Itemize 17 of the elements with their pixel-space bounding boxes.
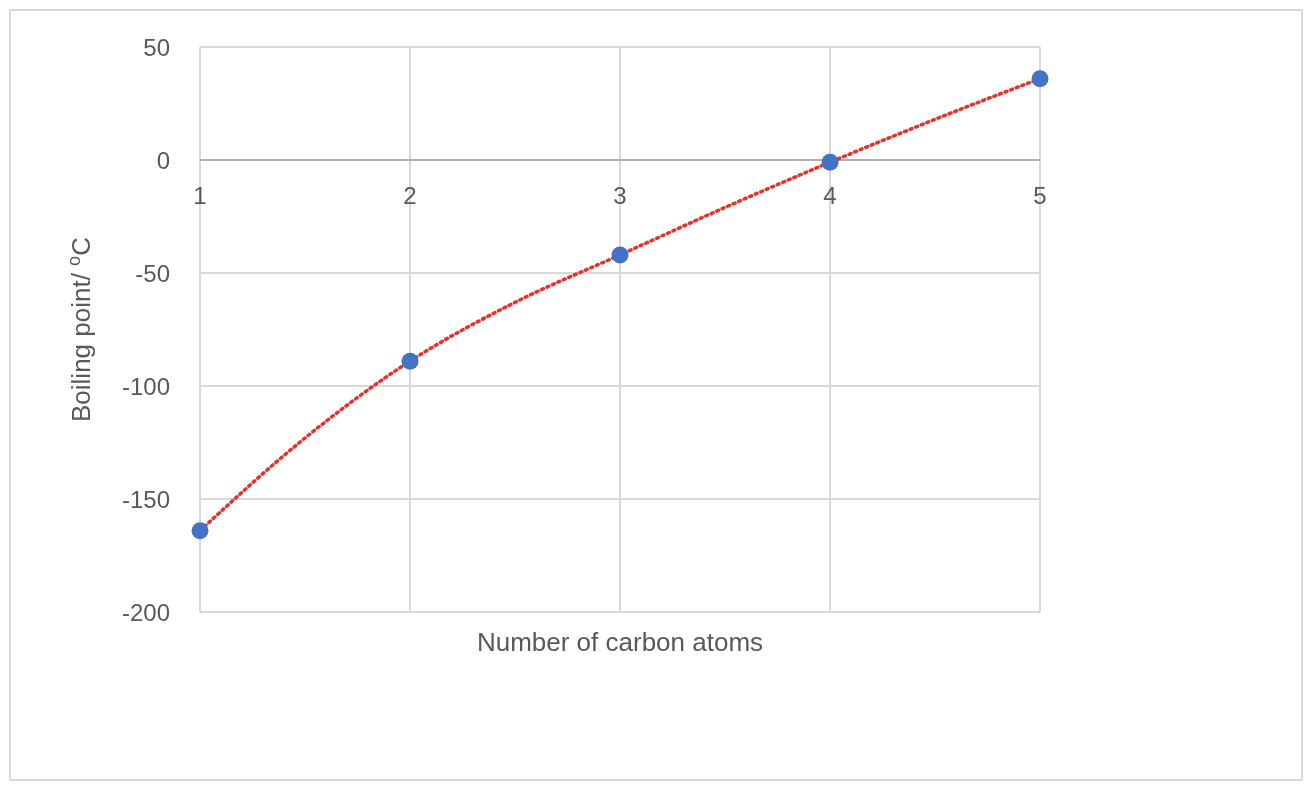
y-tick-label: 0 <box>156 146 170 174</box>
point <box>611 246 629 264</box>
y-tick-label: -50 <box>135 259 170 287</box>
x-tick-label: 4 <box>823 182 837 209</box>
x-tick-label: 5 <box>1033 182 1047 209</box>
x-tick-label: 2 <box>403 182 417 209</box>
y-tick-label: -200 <box>121 598 170 626</box>
x-axis-title: Number of carbon atoms <box>476 627 764 657</box>
y-tick-label: -100 <box>121 372 170 400</box>
point <box>821 153 839 171</box>
point <box>401 352 419 370</box>
x-tick-label: 1 <box>193 182 207 209</box>
y-tick-label: -150 <box>121 485 170 513</box>
y-tick-label: 50 <box>143 33 170 61</box>
point <box>1031 70 1049 88</box>
point <box>191 522 209 540</box>
x-tick-label: 3 <box>613 182 627 209</box>
